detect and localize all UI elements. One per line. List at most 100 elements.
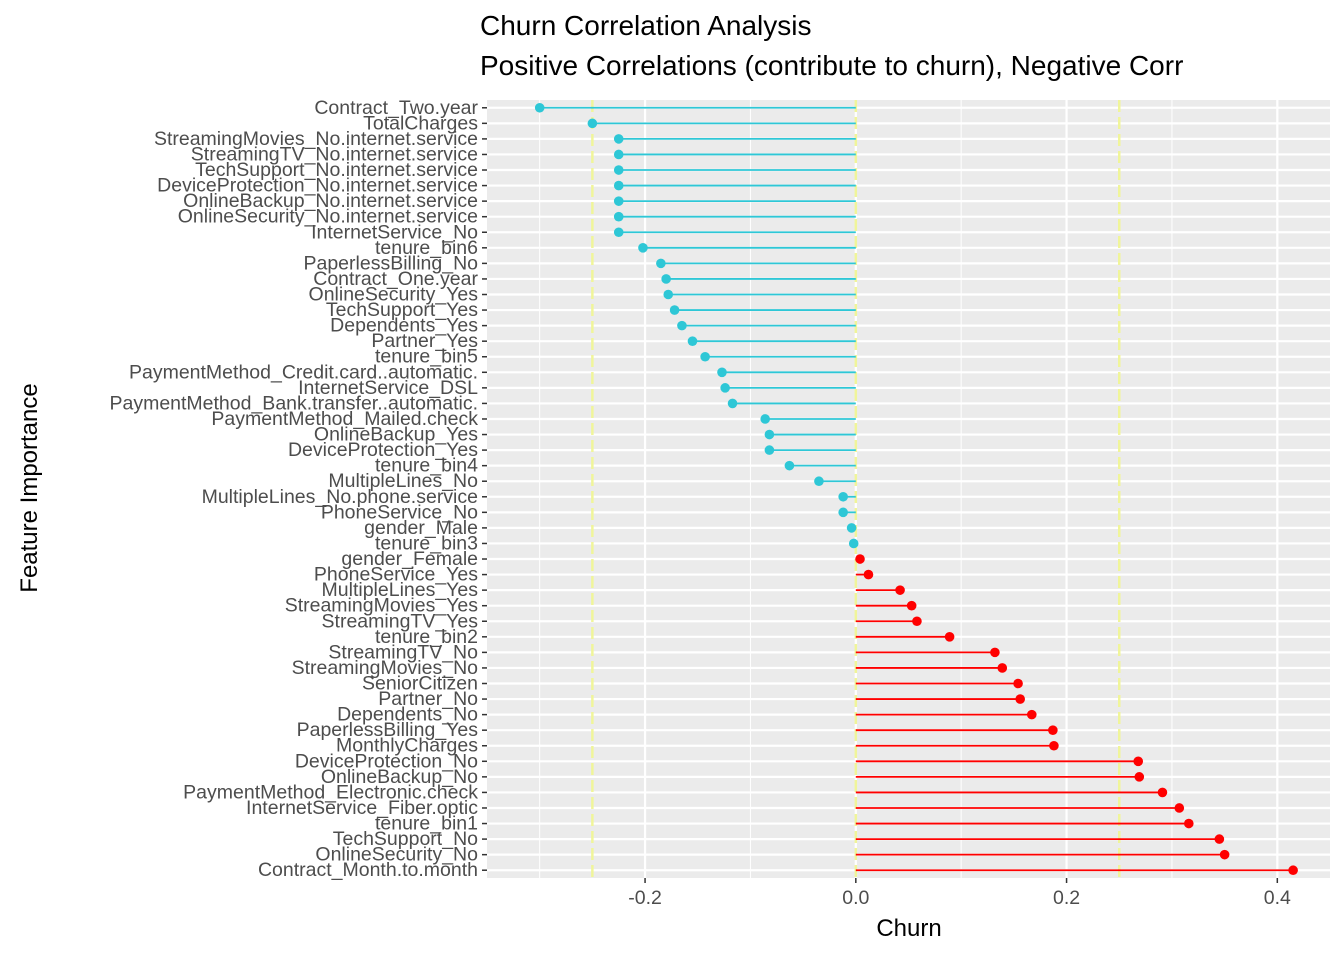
lollipop-point <box>1288 865 1298 876</box>
lollipop-point <box>613 211 624 222</box>
lollipop-point <box>613 165 624 175</box>
y-tick-label: tenure_bin2 <box>375 626 478 648</box>
lollipop-stems <box>539 106 1294 872</box>
lollipop-point <box>1134 772 1145 782</box>
y-tick-label: OnlineSecurity_Yes <box>309 284 479 306</box>
lollipop-point <box>1048 725 1058 735</box>
y-tick-label: DeviceProtection_No.internet.service <box>157 175 478 197</box>
y-tick-label: PhoneService_No <box>321 501 478 523</box>
y-tick-label: TechSupport_No <box>333 828 478 850</box>
lollipop-point <box>1013 678 1023 689</box>
y-tick-label: MultipleLines_No.phone.service <box>202 486 478 508</box>
lollipop-point <box>990 647 1000 658</box>
reference-lines <box>591 100 1121 878</box>
y-tick-label: PaymentMethod_Electronic.check <box>183 781 478 803</box>
lollipop-point <box>534 102 545 113</box>
y-tick-label: MultipleLines_Yes <box>322 579 479 601</box>
y-tick-label: OnlineSecurity_No <box>315 844 478 866</box>
lollipop-point <box>997 663 1008 673</box>
lollipop-point <box>663 289 674 300</box>
lollipop-point <box>863 569 874 580</box>
y-tick-label: tenure_bin3 <box>375 532 478 554</box>
y-tick-label: PaymentMethod_Credit.card..automatic. <box>129 361 478 383</box>
y-tick-label: Dependents_No <box>337 704 478 726</box>
y-tick-label: StreamingTV_No <box>328 641 478 663</box>
y-tick-label: StreamingMovies_No <box>292 657 479 679</box>
lollipop-point <box>1183 818 1194 829</box>
y-tick-label: DeviceProtection_No <box>295 750 478 772</box>
chart-title: Churn Correlation Analysis <box>480 10 812 41</box>
lollipop-point <box>613 149 624 160</box>
y-tick-label: StreamingTV_No.internet.service <box>191 143 478 165</box>
y-tick-label: PaymentMethod_Bank.transfer..automatic. <box>109 392 478 414</box>
y-tick-label: StreamingTV_Yes <box>322 610 479 632</box>
x-axis: -0.2 0.0 0.2 0.4 <box>628 878 1291 909</box>
y-tick-label: Contract_Two.year <box>314 97 478 119</box>
y-tick-label: InternetService_No <box>311 221 478 243</box>
y-tick-label: OnlineSecurity_No.internet.service <box>178 206 478 228</box>
y-tick-label: StreamingMovies_Yes <box>285 595 479 617</box>
lollipop-point <box>661 274 671 284</box>
lollipop-point <box>846 523 857 533</box>
lollipop-point <box>656 258 666 269</box>
lollipop-point <box>1214 834 1225 844</box>
y-tick-label: OnlineBackup_Yes <box>314 424 478 446</box>
lollipop-point <box>784 460 795 471</box>
y-tick-label: OnlineBackup_No <box>321 766 478 788</box>
y-tick-label: MonthlyCharges <box>336 735 478 757</box>
y-tick-label: InternetService_Fiber.optic <box>246 797 478 819</box>
lollipop-point <box>838 491 848 502</box>
lollipop-point <box>687 336 698 346</box>
lollipop-point <box>1219 849 1230 860</box>
x-tick-label: 0.2 <box>1053 887 1080 909</box>
major-gridlines <box>487 100 1330 878</box>
y-tick-label: PaymentMethod_Mailed.check <box>211 408 478 430</box>
lollipop-point <box>613 134 624 144</box>
lollipop-point <box>838 507 848 518</box>
lollipop-point <box>669 305 680 315</box>
lollipop-point <box>814 476 824 487</box>
lollipop-point <box>1026 709 1037 720</box>
lollipop-point <box>912 616 922 627</box>
lollipop-point <box>613 180 624 191</box>
lollipop-point <box>717 367 727 378</box>
lollipop-point <box>906 600 917 611</box>
y-tick-label: DeviceProtection_Yes <box>288 439 478 461</box>
lollipop-point <box>700 351 710 362</box>
lollipop-point <box>1015 694 1025 704</box>
lollipop-point <box>760 414 770 424</box>
lollipop-point <box>1133 756 1144 767</box>
y-tick-label: SeniorCitizen <box>362 673 478 695</box>
minor-gridlines <box>539 100 1173 878</box>
lollipop-point <box>944 632 955 642</box>
lollipop-point <box>613 196 624 206</box>
y-tick-label: TotalCharges <box>363 112 478 134</box>
plot-panel <box>487 100 1330 878</box>
lollipop-point <box>855 554 865 564</box>
y-tick-label: Contract_Month.to.month <box>258 859 478 881</box>
x-axis-label: Churn <box>876 915 942 942</box>
y-tick-label: tenure_bin1 <box>375 813 478 835</box>
y-tick-label: StreamingMovies_No.internet.service <box>154 128 478 150</box>
lollipop-point <box>727 398 738 409</box>
lollipop-points <box>534 102 1298 876</box>
y-tick-label: Partner_No <box>378 688 478 710</box>
y-tick-label: MultipleLines_No <box>328 470 478 492</box>
lollipop-point <box>848 538 859 549</box>
y-tick-label: InternetService_DSL <box>298 377 478 399</box>
x-tick-label: -0.2 <box>628 887 662 909</box>
lollipop-point <box>720 383 730 393</box>
lollipop-point <box>895 585 905 595</box>
lollipop-point <box>638 243 648 253</box>
lollipop-point <box>1049 740 1059 751</box>
y-tick-label: tenure_bin4 <box>375 455 478 477</box>
y-tick-label: Partner_Yes <box>371 330 478 352</box>
y-tick-label: Contract_One.year <box>313 268 478 290</box>
lollipop-point <box>764 445 775 455</box>
lollipop-point <box>613 227 624 238</box>
y-tick-label: tenure_bin6 <box>375 237 478 259</box>
lollipop-point <box>1174 803 1185 813</box>
lollipop-point <box>1157 787 1168 798</box>
y-tick-label: OnlineBackup_No.internet.service <box>183 190 478 212</box>
